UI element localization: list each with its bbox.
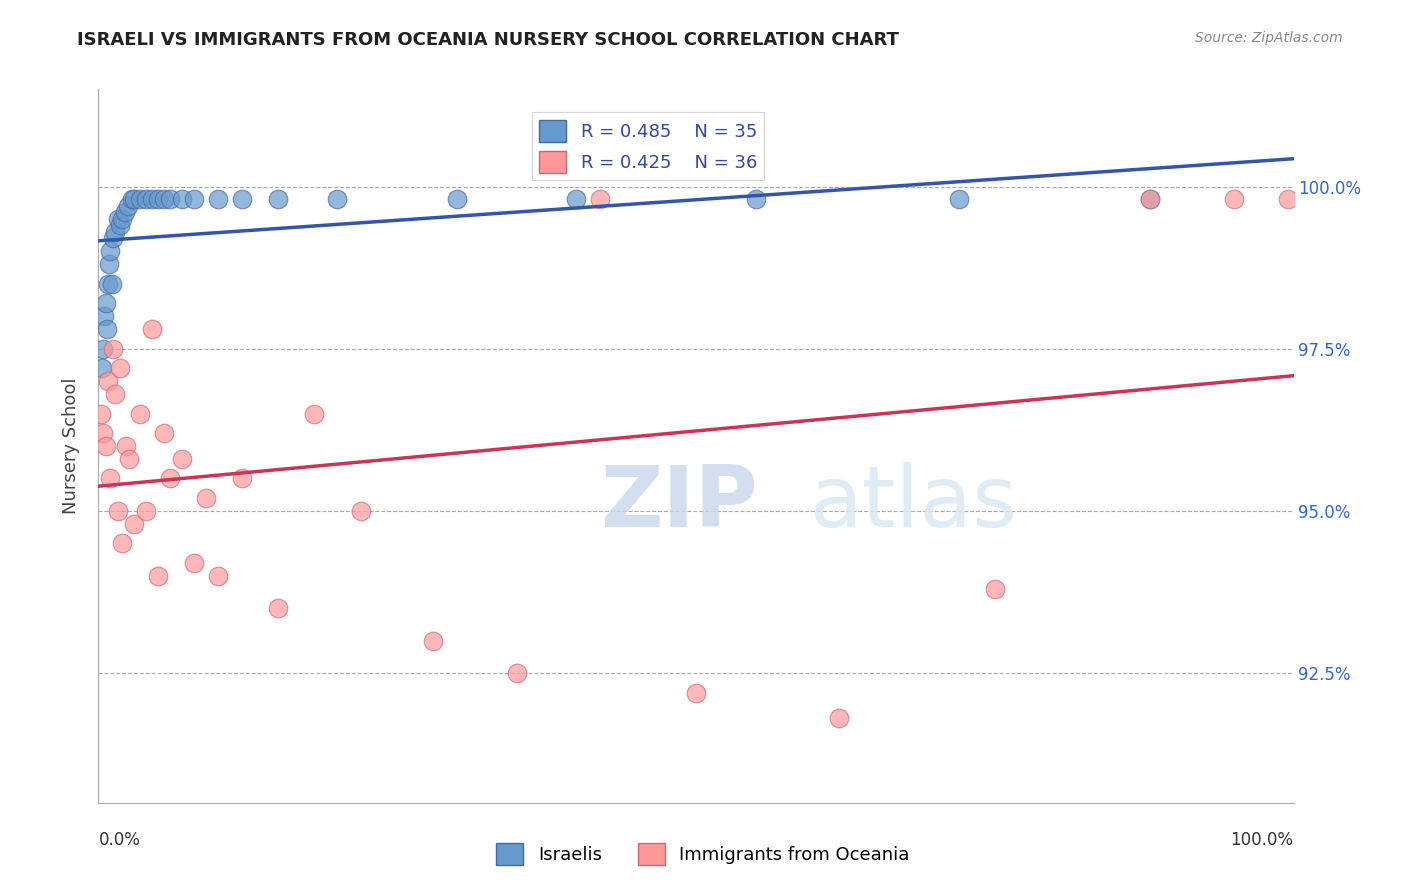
Point bbox=[91, 361, 114, 376]
Point bbox=[153, 193, 176, 207]
Point bbox=[97, 374, 120, 388]
Point bbox=[302, 407, 325, 421]
Legend: Israelis, Immigrants from Oceania: Israelis, Immigrants from Oceania bbox=[489, 836, 917, 872]
Point bbox=[589, 193, 612, 207]
Point bbox=[101, 231, 124, 245]
Point bbox=[828, 711, 851, 725]
Point bbox=[948, 193, 970, 207]
Text: ISRAELI VS IMMIGRANTS FROM OCEANIA NURSERY SCHOOL CORRELATION CHART: ISRAELI VS IMMIGRANTS FROM OCEANIA NURSE… bbox=[77, 31, 900, 49]
Point bbox=[117, 199, 139, 213]
Point bbox=[446, 193, 468, 207]
Point bbox=[97, 277, 120, 291]
Point bbox=[159, 471, 181, 485]
Point bbox=[183, 556, 205, 570]
Point bbox=[565, 193, 588, 207]
Point bbox=[984, 582, 1007, 596]
Point bbox=[93, 310, 115, 324]
Point bbox=[1223, 193, 1246, 207]
Point bbox=[267, 601, 290, 615]
Point bbox=[350, 504, 373, 518]
Point bbox=[506, 666, 529, 681]
Point bbox=[183, 193, 205, 207]
Point bbox=[98, 244, 122, 259]
Point bbox=[104, 387, 127, 401]
Point bbox=[129, 407, 152, 421]
Point bbox=[159, 193, 181, 207]
Point bbox=[129, 193, 152, 207]
Point bbox=[1139, 193, 1161, 207]
Text: 100.0%: 100.0% bbox=[1230, 831, 1294, 849]
Legend: R = 0.485    N = 35, R = 0.425    N = 36: R = 0.485 N = 35, R = 0.425 N = 36 bbox=[531, 112, 765, 180]
Y-axis label: Nursery School: Nursery School bbox=[62, 377, 80, 515]
Point bbox=[96, 322, 118, 336]
Text: atlas: atlas bbox=[810, 461, 1018, 545]
Point bbox=[172, 193, 194, 207]
Point bbox=[115, 439, 138, 453]
Point bbox=[94, 296, 117, 310]
Point bbox=[207, 193, 229, 207]
Point bbox=[745, 193, 768, 207]
Point bbox=[267, 193, 290, 207]
Point bbox=[107, 211, 129, 226]
Point bbox=[1139, 193, 1161, 207]
Point bbox=[685, 685, 707, 699]
Point bbox=[108, 219, 131, 233]
Point bbox=[111, 211, 134, 226]
Text: Source: ZipAtlas.com: Source: ZipAtlas.com bbox=[1195, 31, 1343, 45]
Point bbox=[90, 407, 112, 421]
Point bbox=[124, 193, 146, 207]
Point bbox=[94, 439, 117, 453]
Point bbox=[108, 361, 131, 376]
Point bbox=[135, 504, 157, 518]
Point bbox=[114, 205, 136, 219]
Text: ZIP: ZIP bbox=[600, 461, 758, 545]
Point bbox=[124, 516, 146, 531]
Point bbox=[153, 425, 176, 440]
Point bbox=[101, 342, 124, 356]
Point bbox=[148, 193, 170, 207]
Point bbox=[231, 471, 253, 485]
Point bbox=[104, 225, 127, 239]
Point bbox=[107, 504, 129, 518]
Point bbox=[326, 193, 349, 207]
Point bbox=[207, 568, 229, 582]
Point bbox=[422, 633, 444, 648]
Point bbox=[172, 452, 194, 467]
Point bbox=[148, 568, 170, 582]
Point bbox=[141, 193, 163, 207]
Point bbox=[98, 471, 122, 485]
Point bbox=[100, 277, 122, 291]
Point bbox=[1277, 193, 1299, 207]
Point bbox=[118, 452, 141, 467]
Point bbox=[91, 342, 114, 356]
Point bbox=[98, 257, 121, 271]
Point bbox=[141, 322, 163, 336]
Point bbox=[231, 193, 253, 207]
Point bbox=[91, 425, 114, 440]
Point bbox=[111, 536, 134, 550]
Point bbox=[195, 491, 218, 505]
Point bbox=[121, 193, 143, 207]
Point bbox=[135, 193, 157, 207]
Text: 0.0%: 0.0% bbox=[98, 831, 141, 849]
